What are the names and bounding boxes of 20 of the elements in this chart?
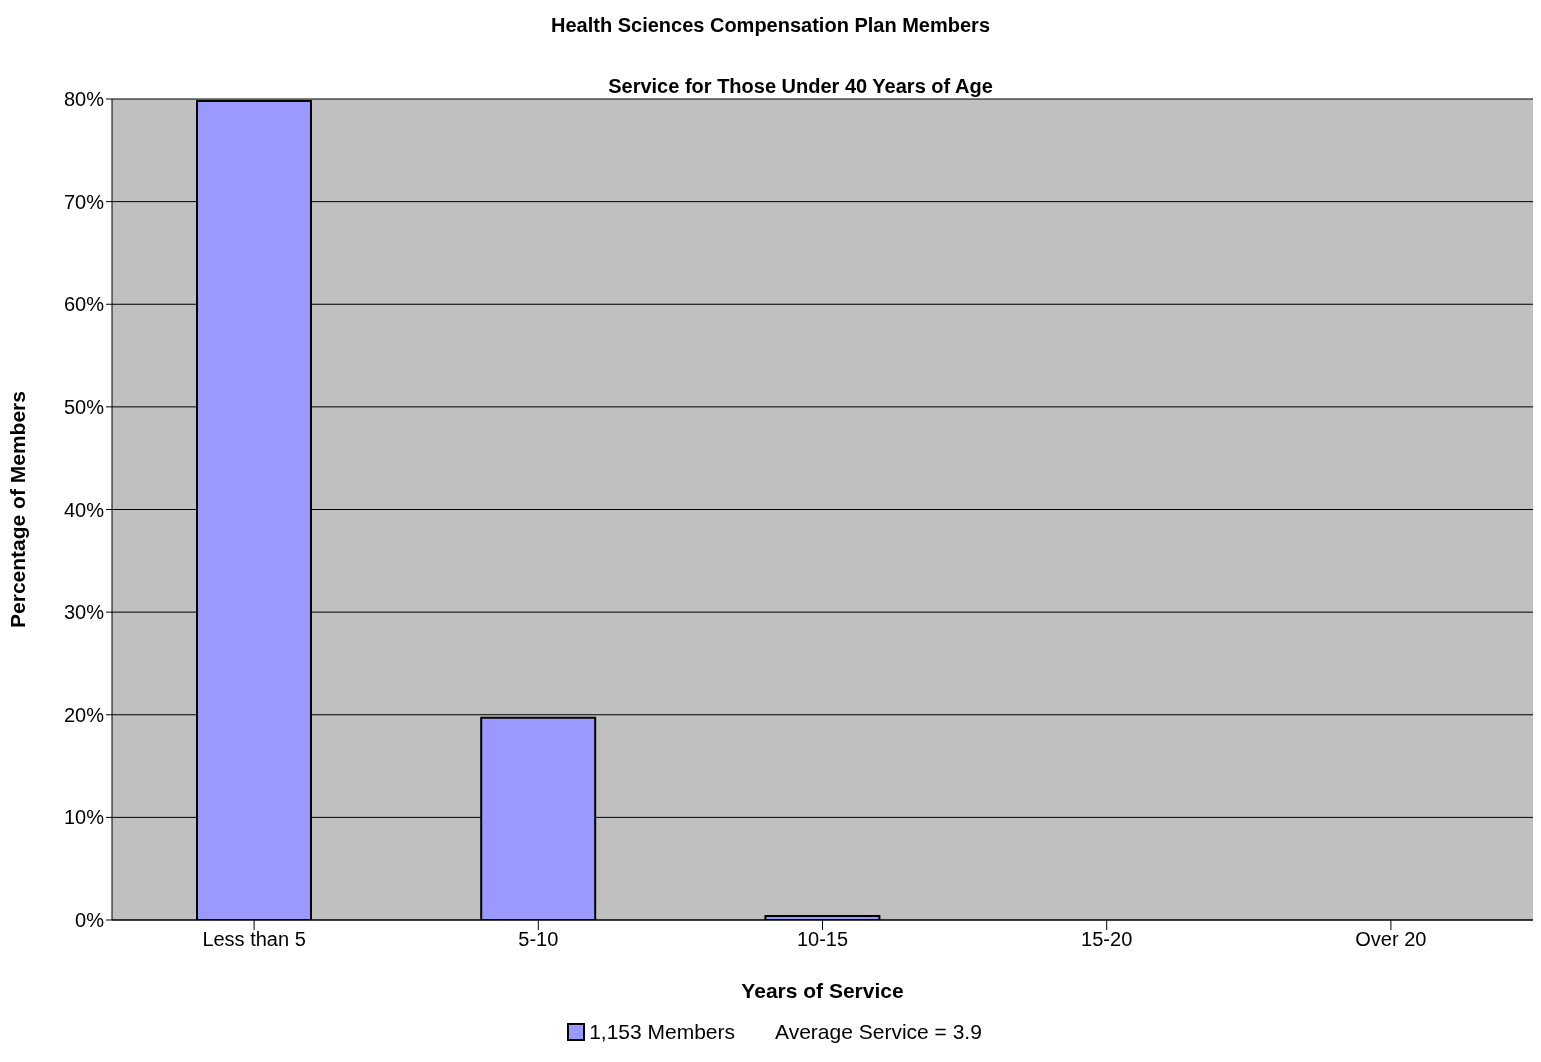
- x-tick-label: 5-10: [518, 928, 559, 951]
- y-tick-label: 60%: [63, 293, 105, 316]
- text: Average Service = 3.9: [775, 1020, 982, 1044]
- y-tick-label: 0%: [75, 909, 105, 932]
- x-axis-title: Years of Service: [741, 979, 904, 1002]
- chart-subtitle: Service for Those Under 40 Years of Age: [608, 75, 993, 97]
- y-tick-label: 30%: [63, 601, 105, 624]
- y-axis-title: Percentage of Members: [6, 391, 30, 628]
- y-tick-label: 10%: [63, 806, 105, 829]
- y-tick-label: 40%: [63, 498, 105, 521]
- x-tick-label: 15-20: [1081, 928, 1133, 951]
- chart-title: Health Sciences Compensation Plan Members: [550, 14, 991, 37]
- y-tick-label: 50%: [63, 395, 105, 418]
- legend-label: 1,153 Members: [588, 1020, 736, 1044]
- y-tick-label: 20%: [63, 703, 105, 726]
- x-tick-label: Over 20: [1355, 928, 1427, 951]
- x-tick-label: Less than 5: [202, 928, 306, 951]
- y-tick-label: 70%: [63, 190, 105, 213]
- y-tick-label: 80%: [63, 88, 105, 111]
- x-tick-label: 10-15: [796, 928, 849, 951]
